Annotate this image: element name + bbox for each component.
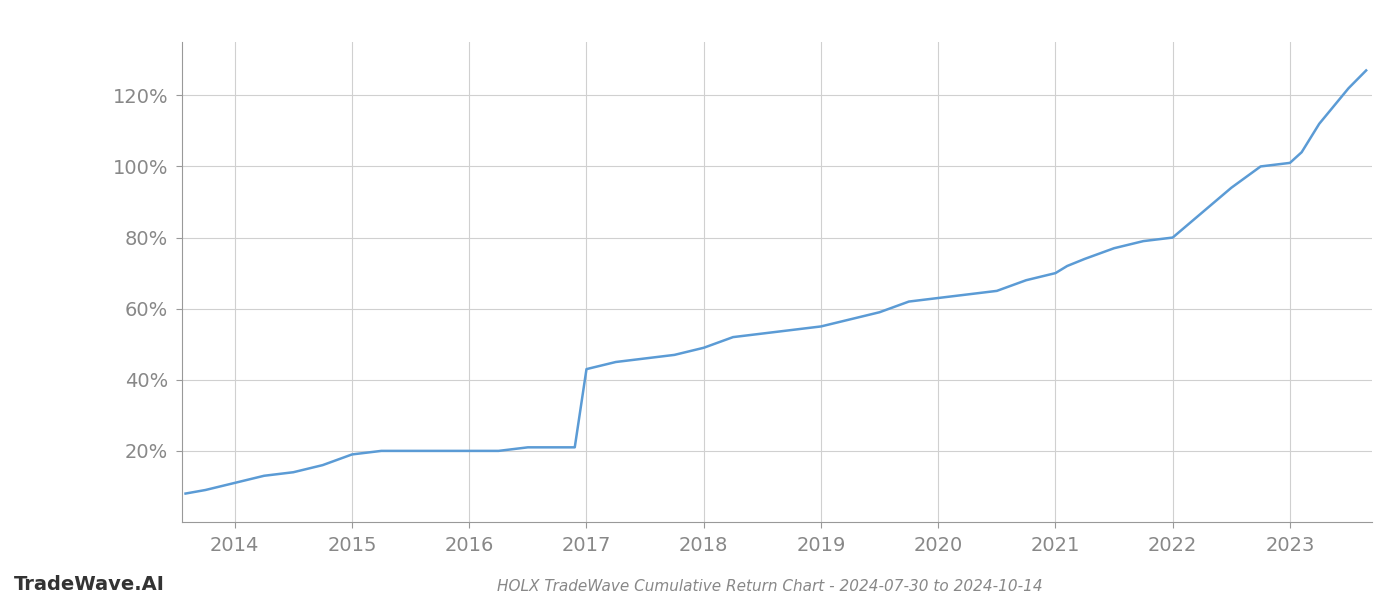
Text: HOLX TradeWave Cumulative Return Chart - 2024-07-30 to 2024-10-14: HOLX TradeWave Cumulative Return Chart -… [497,579,1043,594]
Text: TradeWave.AI: TradeWave.AI [14,575,165,594]
